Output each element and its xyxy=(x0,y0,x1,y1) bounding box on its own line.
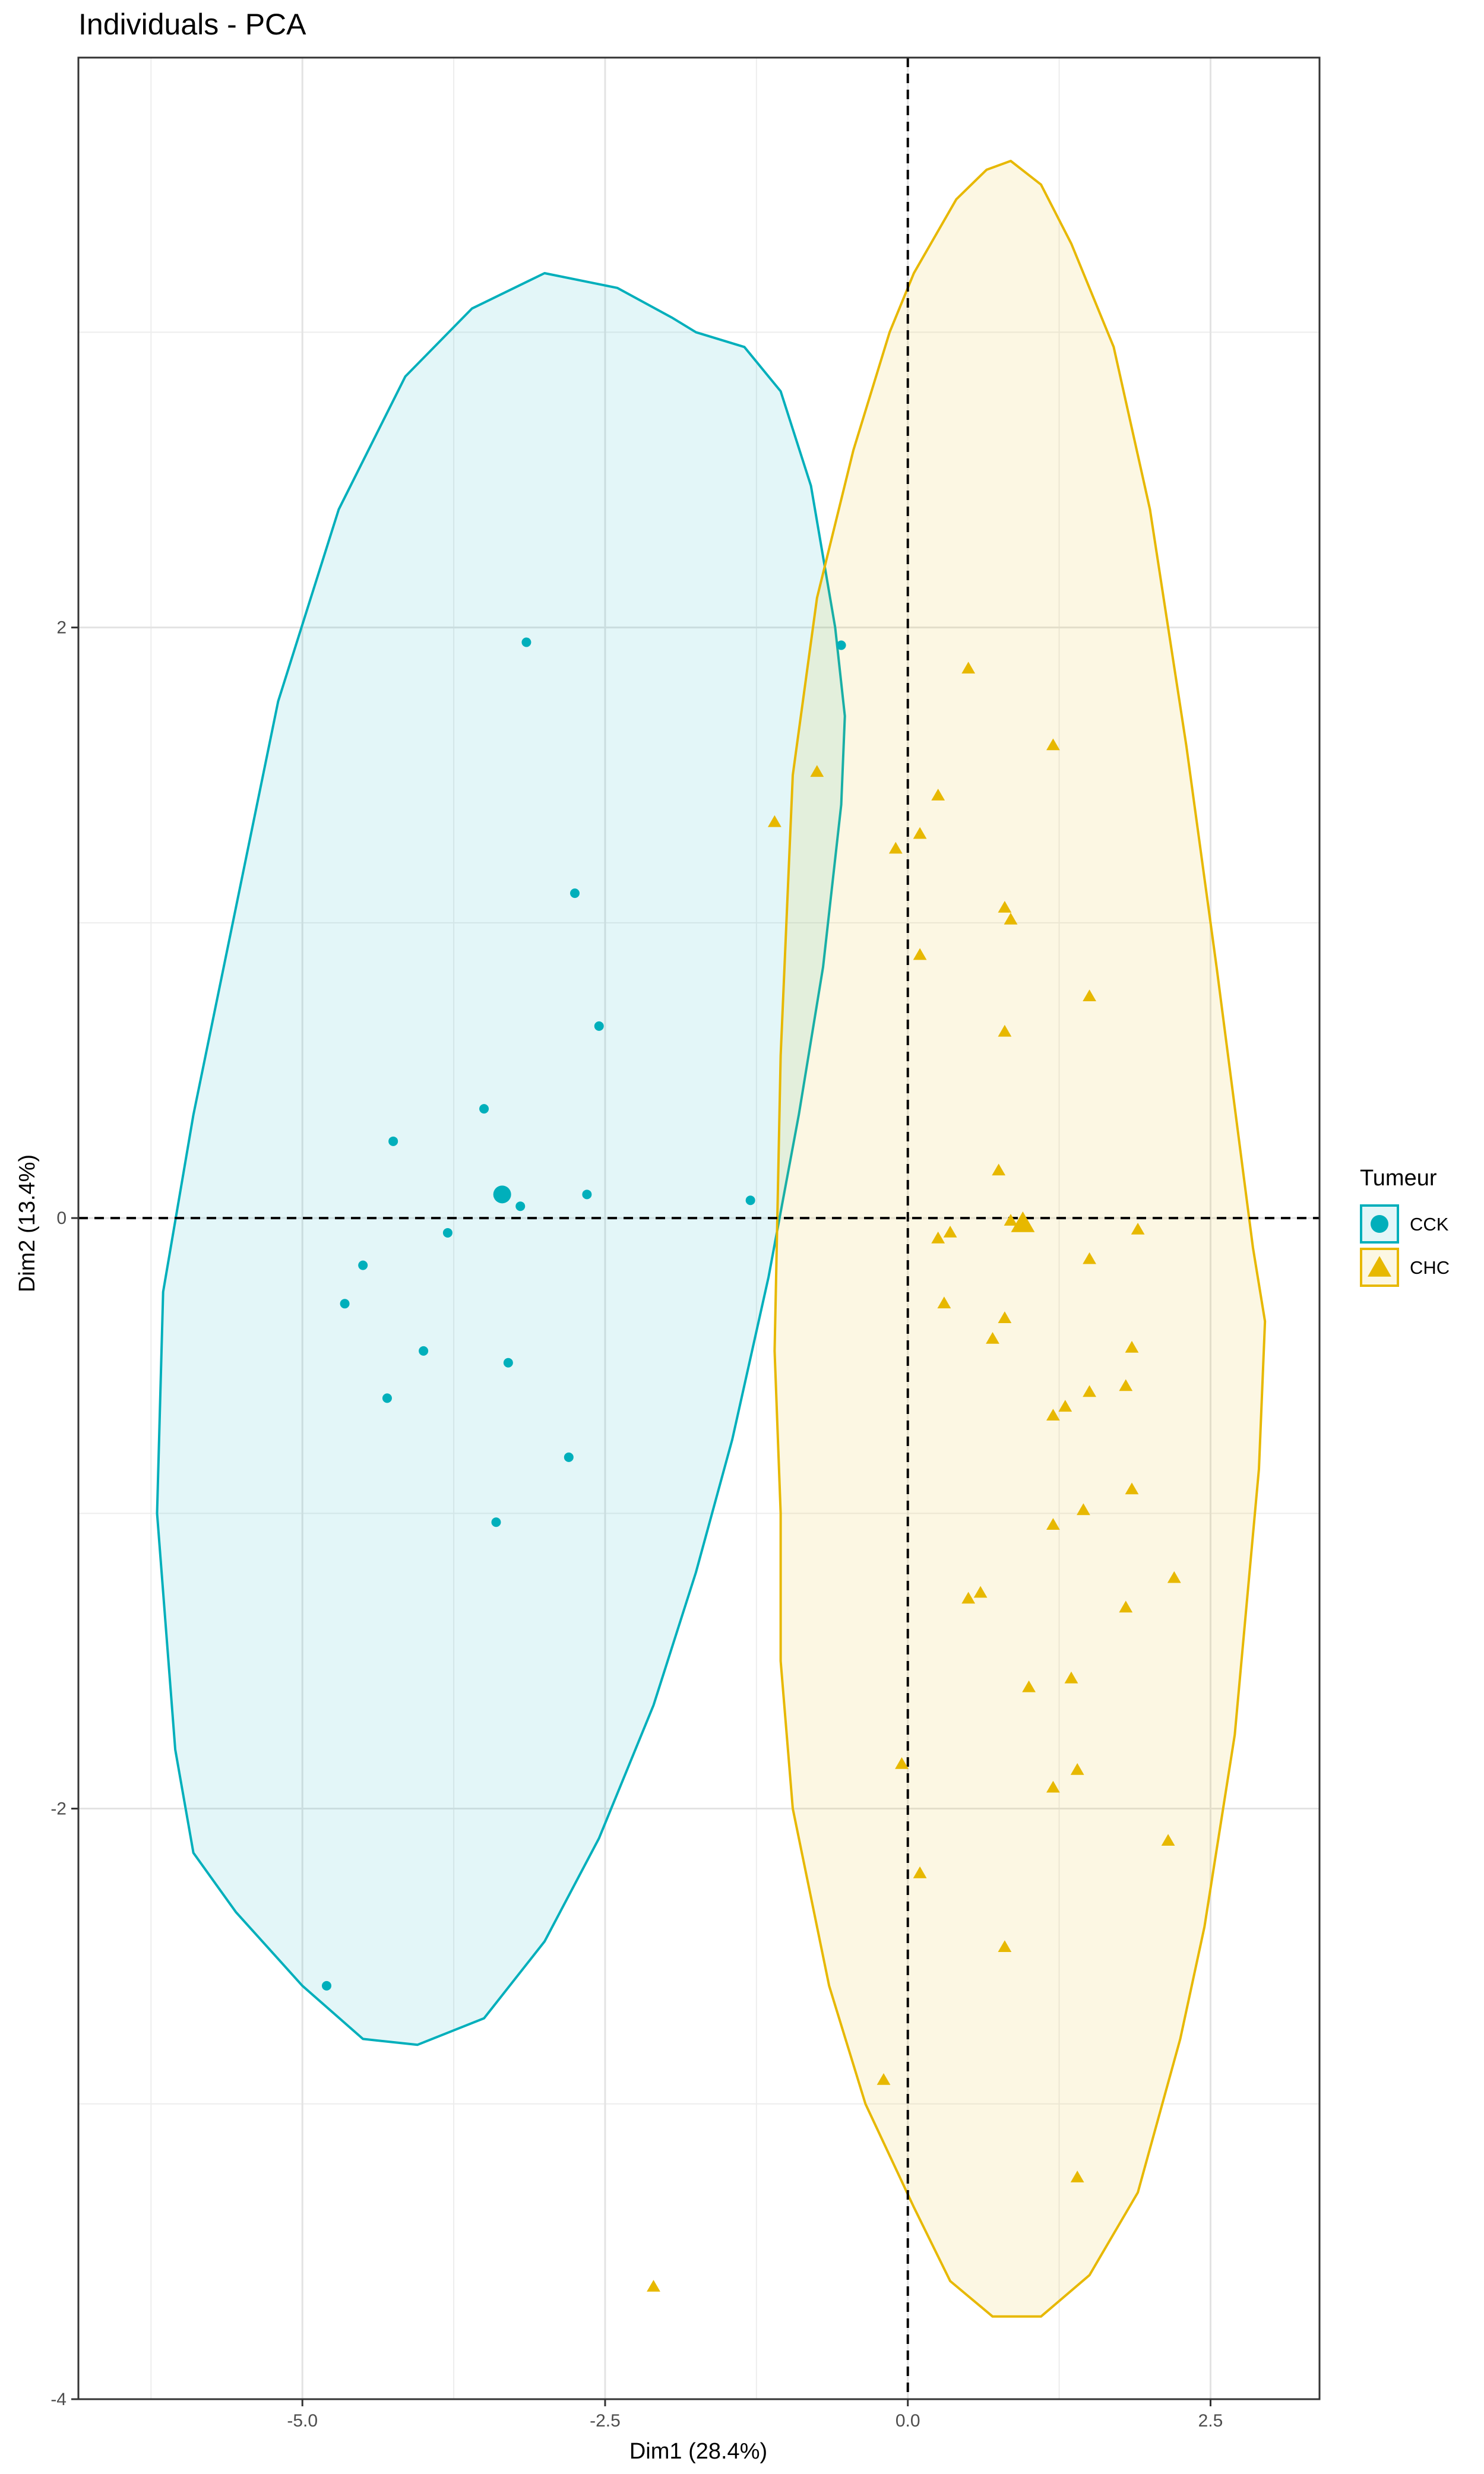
data-point-chc xyxy=(937,1296,951,1309)
data-point-cck xyxy=(836,640,846,650)
y-tick-label: -4 xyxy=(50,2390,67,2409)
group-mean-chc xyxy=(1011,1211,1035,1232)
legend: Tumeur CCK CHC xyxy=(1360,1166,1450,1287)
data-point-chc xyxy=(1125,1340,1139,1353)
data-point-chc xyxy=(1022,1680,1036,1692)
data-point-chc xyxy=(943,1226,957,1238)
data-point-chc xyxy=(986,1332,999,1344)
data-point-chc xyxy=(768,815,781,827)
data-point-chc xyxy=(931,1231,945,1244)
confidence-ellipse-chc xyxy=(773,160,1267,2318)
legend-marker-chc xyxy=(1368,1256,1391,1277)
data-point-chc xyxy=(1070,1763,1084,1775)
data-point-chc xyxy=(647,2280,660,2292)
plot-border xyxy=(77,56,1321,2400)
data-point-chc xyxy=(1046,738,1060,751)
data-point-chc xyxy=(1058,1400,1072,1412)
data-point-cck xyxy=(322,1981,331,1991)
legend-title: Tumeur xyxy=(1360,1166,1437,1191)
data-point-chc xyxy=(913,948,927,960)
data-point-chc xyxy=(877,2073,891,2085)
data-point-chc xyxy=(973,1586,988,1598)
x-tick-label: -2.5 xyxy=(590,2411,621,2431)
y-tick-label: 2 xyxy=(56,618,67,638)
legend-label-chc: CHC xyxy=(1410,1257,1450,1278)
data-point-cck xyxy=(479,1104,489,1114)
data-point-chc xyxy=(1046,1518,1060,1530)
data-point-chc xyxy=(1064,1671,1078,1684)
data-point-cck xyxy=(419,1346,429,1356)
data-point-chc xyxy=(1161,1834,1175,1846)
data-point-cck xyxy=(582,1189,592,1200)
confidence-ellipse-cck xyxy=(156,272,846,2046)
data-point-cck xyxy=(521,637,531,647)
y-axis-title: Dim2 (13.4%) xyxy=(15,1154,40,1292)
data-point-cck xyxy=(745,1195,755,1206)
x-axis-title: Dim1 (28.4%) xyxy=(629,2439,767,2464)
data-point-cck xyxy=(442,1227,453,1238)
data-point-chc xyxy=(1119,1379,1133,1391)
data-point-chc xyxy=(1004,912,1018,925)
y-tick-label: -2 xyxy=(50,1799,67,1819)
data-point-cck xyxy=(358,1260,368,1270)
plot-panel xyxy=(77,56,1321,2400)
data-point-chc xyxy=(998,1311,1012,1323)
data-point-chc xyxy=(1083,989,1096,1001)
data-point-cck xyxy=(594,1021,604,1031)
data-point-chc xyxy=(998,901,1012,913)
data-point-cck xyxy=(382,1393,392,1403)
data-point-chc xyxy=(1083,1252,1096,1264)
group-mean-cck xyxy=(493,1185,511,1204)
data-point-chc xyxy=(1077,1503,1090,1516)
data-point-chc xyxy=(961,662,976,674)
data-point-chc xyxy=(1119,1600,1133,1613)
data-point-chc xyxy=(1125,1482,1139,1495)
data-point-chc xyxy=(1083,1385,1096,1397)
data-point-cck xyxy=(570,888,580,899)
data-point-cck xyxy=(491,1517,501,1527)
legend-label-cck: CCK xyxy=(1410,1214,1449,1235)
legend-item-cck: CCK xyxy=(1360,1204,1449,1244)
data-point-chc xyxy=(1046,1780,1060,1793)
data-point-cck xyxy=(564,1452,574,1462)
x-tick-label: 2.5 xyxy=(1198,2411,1223,2431)
data-point-cck xyxy=(340,1299,350,1309)
data-point-chc xyxy=(810,765,824,777)
data-point-chc xyxy=(913,827,927,839)
x-tick-label: 0.0 xyxy=(896,2411,920,2431)
chart-title: Individuals - PCA xyxy=(78,8,306,41)
legend-marker-cck xyxy=(1371,1215,1388,1233)
data-point-chc xyxy=(998,1024,1012,1037)
x-tick-label: -5.0 xyxy=(287,2411,318,2431)
data-point-cck xyxy=(515,1201,526,1211)
data-point-chc xyxy=(1046,1409,1060,1421)
plot-area xyxy=(78,58,1320,2399)
data-point-chc xyxy=(1131,1223,1145,1235)
data-point-chc xyxy=(961,1592,976,1604)
data-point-cck xyxy=(503,1358,513,1368)
data-point-chc xyxy=(998,1940,1012,1952)
data-point-chc xyxy=(931,789,945,801)
data-point-chc xyxy=(1070,2171,1084,2182)
data-point-chc xyxy=(992,1163,1006,1176)
data-point-cck xyxy=(388,1136,398,1146)
legend-item-chc: CHC xyxy=(1360,1248,1450,1287)
data-point-chc xyxy=(895,1757,909,1769)
y-tick-label: 0 xyxy=(56,1208,67,1228)
data-point-chc xyxy=(913,1866,927,1878)
data-point-chc xyxy=(1167,1571,1181,1583)
data-point-chc xyxy=(888,841,903,854)
data-point-chc xyxy=(1004,1214,1018,1226)
